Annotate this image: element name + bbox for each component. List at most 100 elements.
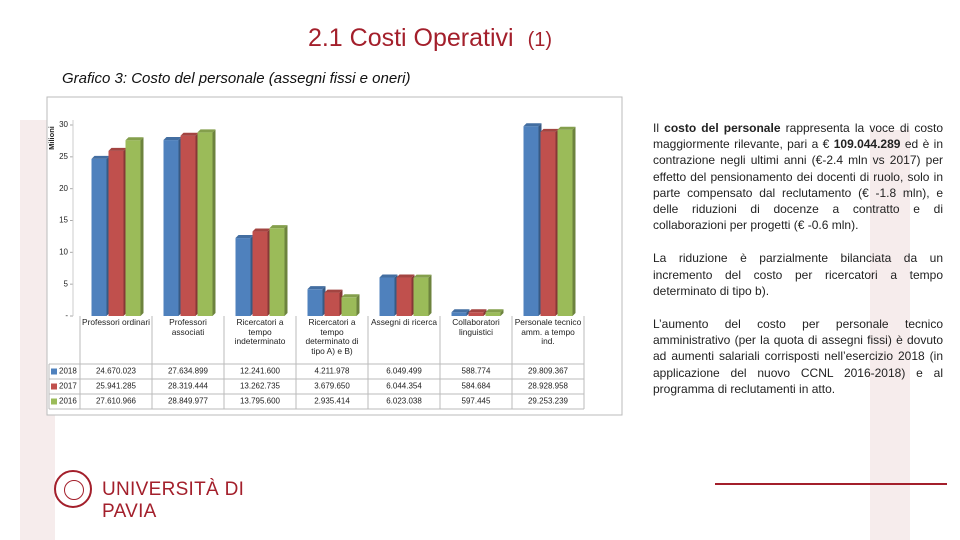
- bar: [197, 132, 213, 316]
- y-tick-label: -: [65, 311, 68, 320]
- x-tick-label: Professori associati: [169, 318, 207, 337]
- title-main: 2.1 Costi Operativi: [307, 24, 514, 52]
- x-tick-label-box: Professori associati: [169, 318, 207, 337]
- logo-seal: [54, 470, 92, 508]
- value-label: 25.941.285: [96, 382, 137, 391]
- bar-side: [500, 309, 504, 316]
- bar-top: [235, 235, 254, 239]
- bar: [108, 150, 124, 316]
- bar: [557, 129, 573, 316]
- x-tick-label: Assegni di ricerca: [370, 318, 438, 327]
- value-label: 29.809.367: [528, 367, 569, 376]
- bar: [341, 297, 357, 316]
- bar: [252, 231, 268, 316]
- paragraph: L’aumento del costo per personale tecnic…: [653, 317, 943, 396]
- bar-top: [108, 147, 127, 151]
- value-label: 13.262.735: [240, 382, 281, 391]
- bar-side: [428, 274, 432, 316]
- bar-side: [356, 294, 360, 316]
- bar-top: [163, 137, 182, 141]
- text-bold: 109.044.289: [833, 137, 901, 152]
- bar: [485, 312, 501, 316]
- bar: [324, 292, 340, 316]
- value-label: 27.610.966: [96, 397, 137, 406]
- bar-side: [284, 225, 288, 316]
- bar-side: [572, 126, 576, 316]
- logo-text: UNIVERSITÀ DI PAVIA: [102, 479, 245, 522]
- bar: [125, 140, 141, 316]
- footer-rule: [715, 483, 947, 485]
- bar: [91, 158, 107, 316]
- value-label: 4.211.978: [315, 367, 351, 376]
- text-bold: costo del personale: [664, 121, 781, 135]
- x-tick-label-box: Assegni di ricerca: [370, 318, 438, 327]
- value-label: 597.445: [462, 397, 491, 406]
- bar-top: [396, 274, 415, 278]
- value-label: 584.684: [462, 382, 491, 391]
- text: rappresenta la voce di costo maggiorment…: [653, 121, 944, 152]
- text: Il: [653, 121, 665, 135]
- title-number: (1): [527, 29, 553, 51]
- bar-top: [125, 137, 144, 141]
- bar: [523, 126, 539, 316]
- bar-top: [413, 274, 432, 278]
- value-label: 6.044.354: [386, 382, 422, 391]
- legend-label: 2018: [59, 367, 77, 376]
- bar-top: [557, 126, 576, 130]
- value-label: 12.241.600: [240, 367, 281, 376]
- value-label: 29.253.239: [528, 397, 569, 406]
- logo: UNIVERSITÀ DI PAVIA: [54, 470, 284, 522]
- bar: [540, 131, 556, 316]
- value-label: 6.023.038: [386, 397, 422, 406]
- value-label: 6.049.499: [386, 367, 422, 376]
- bar: [235, 238, 251, 316]
- bar: [413, 277, 429, 316]
- subtitle: Grafico 3: Costo del personale (assegni …: [62, 70, 411, 87]
- bar-top: [252, 228, 271, 232]
- y-tick-label: 15: [59, 216, 68, 225]
- bar: [379, 277, 395, 316]
- y-tick-label: 30: [59, 120, 68, 129]
- bar-side: [212, 129, 216, 316]
- value-label: 28.928.958: [528, 382, 569, 391]
- x-tick-label: Ricercatori a tempo indeterminato: [234, 318, 286, 346]
- y-tick-label: 20: [59, 184, 68, 193]
- x-tick-label-box: Ricercatori a tempo indeterminato: [234, 318, 286, 346]
- x-tick-label-box: Personale tecnico amm. a tempo ind.: [515, 318, 582, 346]
- value-label: 28.319.444: [168, 382, 209, 391]
- x-tick-label-box: Professori ordinari: [82, 318, 150, 327]
- bar-top: [468, 309, 487, 313]
- value-label: 27.634.899: [168, 367, 209, 376]
- bar-top: [341, 294, 360, 298]
- bar-top: [197, 129, 216, 133]
- bar: [163, 140, 179, 316]
- bar-top: [269, 225, 288, 229]
- bar-side: [483, 309, 487, 316]
- y-tick-label: 25: [59, 152, 68, 161]
- body-text: Il costo del personale rappresenta la vo…: [653, 120, 943, 414]
- paragraph: Il costo del personale rappresenta la vo…: [653, 120, 943, 233]
- x-tick-label: Ricercatori a tempo determinato di tipo …: [305, 318, 359, 356]
- bar: [307, 289, 323, 316]
- y-tick-label: 5: [64, 279, 69, 288]
- value-label: 24.670.023: [96, 367, 137, 376]
- value-label: 13.795.600: [240, 397, 281, 406]
- bar-top: [379, 274, 398, 278]
- legend-label: 2017: [59, 382, 77, 391]
- bar: [180, 135, 196, 316]
- title: 2.1 Costi Operativi (1): [0, 24, 860, 53]
- legend-swatch: [51, 368, 57, 375]
- bar-top: [451, 309, 470, 313]
- bar-side: [466, 309, 470, 316]
- value-label: 28.849.977: [168, 397, 209, 406]
- watermark: [870, 130, 910, 540]
- value-label: 2.935.414: [314, 397, 350, 406]
- x-tick-label: Professori ordinari: [82, 318, 150, 327]
- x-tick-label-box: Collaboratori linguistici: [452, 318, 499, 336]
- text: ed è in contrazione negli ultimi anni (€…: [653, 137, 943, 233]
- x-tick-label-box: Ricercatori a tempo determinato di tipo …: [305, 318, 359, 356]
- bar: [396, 277, 412, 316]
- legend-swatch: [51, 383, 57, 390]
